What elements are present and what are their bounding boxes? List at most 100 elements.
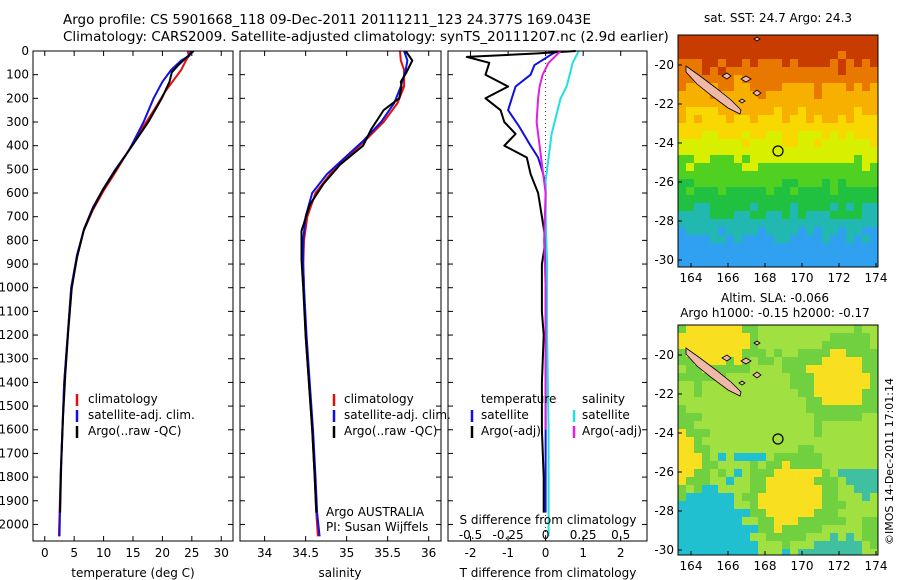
map-cell xyxy=(710,139,718,147)
map-cell xyxy=(830,235,838,243)
map-cell xyxy=(726,147,734,155)
map-cell xyxy=(678,51,686,59)
map-cell xyxy=(702,219,710,227)
map-cell xyxy=(822,163,830,171)
map-cell xyxy=(694,259,702,267)
map-cell xyxy=(822,147,830,155)
map-cell xyxy=(806,541,814,549)
map-cell xyxy=(806,163,814,171)
map-cell xyxy=(830,35,838,43)
map-cell xyxy=(766,373,774,381)
ytick-label: 1300 xyxy=(0,352,29,366)
map-cell xyxy=(718,259,726,267)
map-cell xyxy=(774,211,782,219)
map-cell xyxy=(830,259,838,267)
map-cell xyxy=(870,525,878,533)
map-cell xyxy=(854,195,862,203)
map-cell xyxy=(726,59,734,67)
map-cell xyxy=(790,203,798,211)
map-cell xyxy=(678,469,686,477)
xtick-label: 35.5 xyxy=(374,546,401,560)
map-cell xyxy=(798,365,806,373)
map-cell xyxy=(686,445,694,453)
map-cell xyxy=(798,243,806,251)
map-cell xyxy=(702,533,710,541)
map-cell xyxy=(726,203,734,211)
map-cell xyxy=(814,429,822,437)
map-cell xyxy=(782,75,790,83)
map-cell xyxy=(798,469,806,477)
map-cell xyxy=(838,91,846,99)
ytick-label: 1700 xyxy=(0,446,29,460)
map-cell xyxy=(734,373,742,381)
map-cell xyxy=(758,549,766,555)
map-cell xyxy=(678,445,686,453)
map-ytick-label: -20 xyxy=(654,58,674,72)
map-cell xyxy=(694,429,702,437)
map-cell xyxy=(790,163,798,171)
map-ytick-label: -24 xyxy=(654,136,674,150)
map-ytick-label: -20 xyxy=(654,348,674,362)
map-cell xyxy=(694,155,702,163)
map-cell xyxy=(758,437,766,445)
map-cell xyxy=(718,59,726,67)
map-cell xyxy=(702,251,710,259)
map-cell xyxy=(710,51,718,59)
map-cell xyxy=(814,485,822,493)
map-cell xyxy=(678,525,686,533)
map-cell xyxy=(742,139,750,147)
map-cell xyxy=(862,219,870,227)
map-xtick-label: 170 xyxy=(791,559,814,573)
map-cell xyxy=(726,485,734,493)
map-cell xyxy=(734,227,742,235)
map-cell xyxy=(838,461,846,469)
map-cell xyxy=(710,381,718,389)
map-cell xyxy=(710,389,718,397)
map-cell xyxy=(830,549,838,555)
map-cell xyxy=(782,91,790,99)
map-cell xyxy=(870,179,878,187)
map-cell xyxy=(750,203,758,211)
map-cell xyxy=(790,243,798,251)
map-cell xyxy=(694,59,702,67)
map-cell xyxy=(790,147,798,155)
map-cell xyxy=(742,389,750,397)
map-cell xyxy=(702,493,710,501)
map-cell xyxy=(750,211,758,219)
map-cell xyxy=(750,453,758,461)
map-cell xyxy=(790,493,798,501)
map-cell xyxy=(846,43,854,51)
map-cell xyxy=(870,333,878,341)
map-cell xyxy=(814,509,822,517)
map-cell xyxy=(862,195,870,203)
xtick-label: 36 xyxy=(421,546,436,560)
map-cell xyxy=(694,211,702,219)
map-cell xyxy=(838,333,846,341)
map-cell xyxy=(838,243,846,251)
map-cell xyxy=(766,67,774,75)
difference-xticks: -2 -1 0 1 2 xyxy=(465,51,625,560)
s-tick-label: 0.25 xyxy=(570,528,597,542)
map-cell xyxy=(686,485,694,493)
map-cell xyxy=(814,365,822,373)
map-cell xyxy=(782,203,790,211)
map-cell xyxy=(758,259,766,267)
map-cell xyxy=(854,83,862,91)
map-cell xyxy=(734,509,742,517)
map-cell xyxy=(830,59,838,67)
map-cell xyxy=(862,349,870,357)
map-cell xyxy=(854,525,862,533)
map-cell xyxy=(790,509,798,517)
map-cell xyxy=(838,517,846,525)
map-cell xyxy=(806,325,814,333)
map-cell xyxy=(814,83,822,91)
map-cell xyxy=(798,445,806,453)
map-cell xyxy=(678,67,686,75)
map-cell xyxy=(814,163,822,171)
map-cell xyxy=(830,533,838,541)
map-cell xyxy=(718,235,726,243)
map-cell xyxy=(734,259,742,267)
map-cell xyxy=(782,381,790,389)
map-cell xyxy=(694,147,702,155)
map-cell xyxy=(822,59,830,67)
